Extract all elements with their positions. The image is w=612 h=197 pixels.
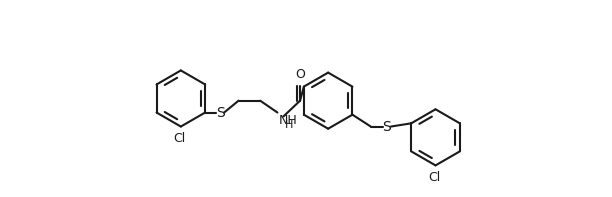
Text: NH: NH bbox=[278, 114, 297, 127]
Text: S: S bbox=[216, 106, 225, 120]
Text: Cl: Cl bbox=[428, 171, 441, 184]
Text: O: O bbox=[295, 68, 305, 81]
Text: Cl: Cl bbox=[174, 132, 186, 145]
Text: S: S bbox=[382, 120, 391, 134]
Text: H: H bbox=[285, 120, 294, 130]
